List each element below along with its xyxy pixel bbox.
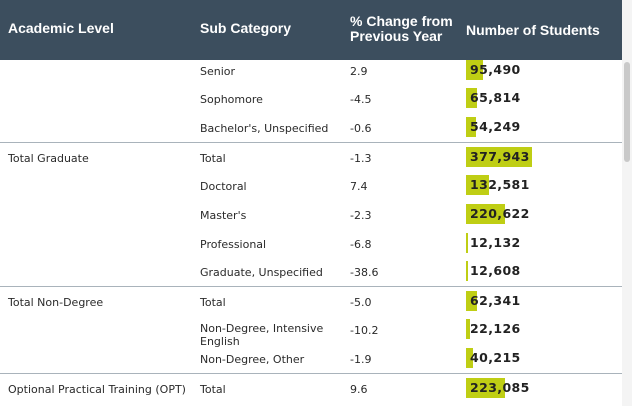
scrollbar-thumb[interactable] [624,62,630,162]
students-bar [466,233,468,253]
sub-category-cell: Total [200,383,226,396]
students-value: 132,581 [470,177,530,192]
number-of-students-cell: 65,814 [466,87,616,109]
students-bar [466,348,473,368]
pct-change-cell: -1.9 [350,353,372,366]
table-row: Optional Practical Training (OPT) Total 9.… [0,373,622,403]
pct-change-cell: -2.3 [350,209,372,222]
sub-category-cell: Non-Degree, Intensive English [200,322,324,348]
students-value: 62,341 [470,293,521,308]
table-row: Sophomore -4.5 65,814 [0,84,622,113]
sub-category-cell: Total [200,152,226,165]
number-of-students-cell: 62,341 [466,290,616,312]
pct-change-cell: -1.3 [350,152,372,165]
pct-change-cell: -0.6 [350,122,372,135]
pct-change-cell: 2.9 [350,65,368,78]
table-row: Doctoral 7.4 132,581 [0,171,622,200]
header-number-of-students[interactable]: Number of Students [466,22,600,38]
sub-category-cell: Total [200,296,226,309]
number-of-students-cell: 12,132 [466,232,616,254]
students-bar [466,175,489,195]
number-of-students-cell: 223,085 [466,377,616,399]
sub-category-cell: Sophomore [200,93,263,106]
students-bar [466,60,483,80]
table-header: Academic Level Sub Category % Change fro… [0,0,622,60]
students-value: 223,085 [470,380,530,395]
students-value: 54,249 [470,119,521,134]
students-value: 377,943 [470,149,530,164]
table-row: Non-Degree, Other -1.9 40,215 [0,344,622,373]
students-value: 95,490 [470,62,521,77]
table-row: Master's -2.3 220,622 [0,200,622,229]
number-of-students-cell: 40,215 [466,347,616,369]
number-of-students-cell: 132,581 [466,174,616,196]
students-bar [466,204,505,224]
students-bar [466,88,477,108]
students-value: 40,215 [470,350,521,365]
pct-change-cell: 9.6 [350,383,368,396]
header-pct-change-line2: Previous Year [350,28,443,44]
number-of-students-cell: 377,943 [466,146,616,168]
number-of-students-cell: 12,608 [466,260,616,282]
students-value: 12,132 [470,235,521,250]
sub-category-cell: Non-Degree, Other [200,353,305,366]
header-academic-level[interactable]: Academic Level [8,20,114,36]
students-bar [466,117,476,137]
table-row: Total Graduate Total -1.3 377,943 [0,142,622,172]
sub-category-cell: Senior [200,65,236,78]
table-row: Professional -6.8 12,132 [0,229,622,258]
sub-category-cell: Master's [200,209,247,222]
academic-level-cell: Total Graduate [8,152,89,165]
pct-change-cell: -5.0 [350,296,372,309]
students-bar [466,291,477,311]
pct-change-cell: -4.5 [350,93,372,106]
students-value: 220,622 [470,206,530,221]
students-value: 65,814 [470,90,521,105]
number-of-students-cell: 54,249 [466,116,616,138]
students-bar [466,147,532,167]
table-row: Total Non-Degree Total -5.0 62,341 [0,286,622,316]
table-row: Non-Degree, Intensive English -10.2 22,126 [0,315,622,348]
table-row: Senior 2.9 95,490 [0,56,622,85]
header-sub-category[interactable]: Sub Category [200,20,292,36]
students-bar [466,261,468,281]
pct-change-cell: -10.2 [350,324,379,337]
students-bar [466,378,505,398]
sub-category-cell: Doctoral [200,180,247,193]
sub-category-cell: Graduate, Unspecified [200,266,323,279]
table-row: Graduate, Unspecified -38.6 12,608 [0,257,622,286]
table-row: Bachelor's, Unspecified -0.6 54,249 [0,113,622,142]
pct-change-cell: -6.8 [350,238,372,251]
sub-category-cell: Professional [200,238,267,251]
pct-change-cell: -38.6 [350,266,379,279]
students-value: 22,126 [470,321,521,336]
header-pct-change[interactable]: % Change from Previous Year [350,14,460,44]
students-value: 12,608 [470,263,521,278]
academic-level-cell: Optional Practical Training (OPT) [8,383,186,396]
sub-category-cell: Bachelor's, Unspecified [200,122,329,135]
header-pct-change-line1: % Change from [350,13,453,29]
number-of-students-cell: 22,126 [466,318,616,340]
number-of-students-cell: 220,622 [466,203,616,225]
pct-change-cell: 7.4 [350,180,368,193]
students-bar [466,319,470,339]
academic-level-cell: Total Non-Degree [8,296,104,309]
number-of-students-cell: 95,490 [466,59,616,81]
vertical-scrollbar[interactable] [622,0,632,406]
